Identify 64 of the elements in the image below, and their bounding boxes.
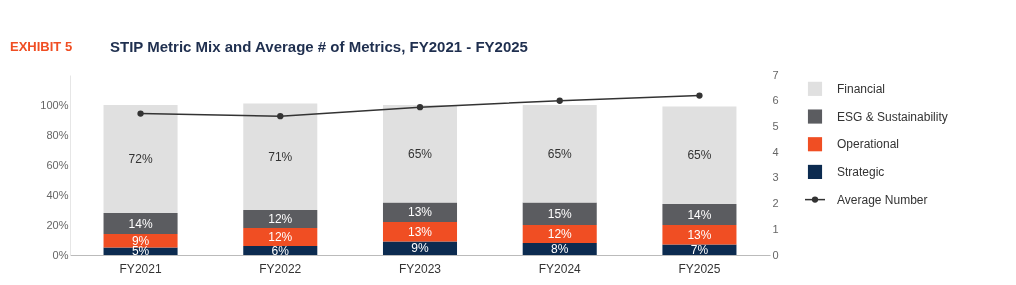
data-label: 15% (547, 206, 573, 221)
x-tick-label: FY2025 (678, 261, 721, 276)
bar (522, 105, 597, 203)
point (416, 103, 424, 111)
data-label: 12% (268, 230, 293, 244)
bar (662, 225, 737, 245)
bar (103, 105, 178, 213)
data-label: 7% (690, 242, 709, 257)
bar (243, 228, 318, 246)
data-label: 72% (128, 152, 153, 166)
y2-tick-label: 5 (772, 119, 779, 132)
y-tick-label: 20% (46, 218, 69, 231)
y2-tick-label: 0 (772, 248, 779, 261)
data-label: 9% (411, 241, 429, 256)
data-label: 14% (687, 207, 712, 222)
y-tick-label: 60% (46, 158, 69, 171)
bar (522, 225, 597, 243)
x-tick-label: FY2023 (398, 261, 442, 276)
chart-title: STIP Metric Mix and Average # of Metrics, FY2021 - FY2025 (110, 38, 528, 55)
bar (382, 222, 458, 242)
data-label: 13% (407, 224, 433, 239)
y2-tick-label: 1 (772, 222, 779, 235)
x-tick-label: FY2022 (259, 261, 302, 276)
data-label: 71% (268, 149, 293, 164)
data-label: 6% (271, 243, 290, 258)
bar (243, 103, 318, 210)
y-tick-label: 40% (46, 188, 69, 201)
data-label: 14% (128, 216, 153, 231)
legend-label: Strategic (837, 164, 885, 179)
text: EXHIBIT 5 (10, 39, 73, 54)
legend-label: Financial (837, 81, 886, 96)
x-tick-label: FY2024 (538, 261, 582, 276)
y2-tick-label: 2 (772, 197, 779, 210)
legend-label: Average Number (837, 192, 928, 207)
bar (243, 210, 318, 228)
data-label: 5% (131, 244, 150, 259)
data-label: 8% (551, 242, 569, 256)
data-label: 65% (687, 148, 712, 163)
y-tick-label: 0% (52, 248, 69, 261)
legend-label: ESG & Sustainability (837, 109, 948, 124)
y2-tick-label: 7 (772, 68, 779, 81)
bar (662, 106, 737, 204)
data-label: 13% (407, 205, 433, 220)
point (556, 97, 563, 104)
point (696, 92, 703, 99)
bar (522, 202, 597, 225)
data-label: 65% (407, 146, 433, 161)
y-tick-label: 100% (40, 98, 69, 111)
bar (382, 105, 458, 203)
y2-tick-label: 4 (772, 145, 779, 158)
data-label: 12% (547, 227, 573, 241)
bar (103, 213, 178, 234)
y2-tick-label: 6 (772, 94, 779, 107)
x-tick-label: FY2021 (119, 261, 162, 276)
legend-label: Operational (837, 137, 900, 152)
y2-tick-label: 3 (772, 171, 779, 184)
bar (662, 204, 737, 225)
data-label: 12% (268, 212, 293, 226)
data-label: 13% (687, 227, 712, 242)
point (277, 112, 284, 120)
y-tick-label: 80% (46, 128, 69, 141)
bar (103, 234, 178, 248)
point (137, 110, 144, 117)
data-label: 65% (547, 146, 573, 161)
